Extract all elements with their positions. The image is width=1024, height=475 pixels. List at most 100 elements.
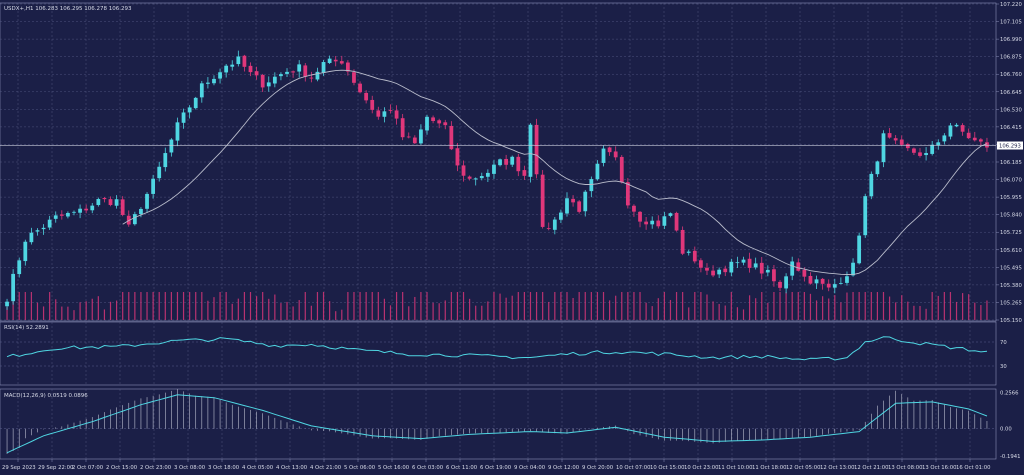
- volume-bar: [402, 292, 404, 320]
- volume-bar: [176, 292, 179, 320]
- volume-bar: [280, 303, 282, 320]
- time-tick-label: 6 Oct 03:00: [412, 465, 444, 471]
- macd-panel[interactable]: MACD(12,26,9) 0.0519 0.0896 0.2566 0.00 …: [0, 388, 1020, 460]
- candle-body: [546, 228, 551, 229]
- candle-body: [790, 261, 795, 276]
- time-tick-label: 12 Oct 13:00: [820, 465, 855, 471]
- candle-body: [272, 76, 277, 84]
- candle-body: [820, 278, 825, 284]
- candle-body: [948, 125, 953, 137]
- candle-body: [443, 122, 448, 126]
- volume-bar: [341, 309, 343, 320]
- volume-bar: [882, 292, 885, 320]
- candle-body: [206, 82, 210, 84]
- volume-bar: [377, 292, 379, 320]
- volume-bar: [694, 292, 696, 320]
- symbol-header: USDX+,H1 106.283 106.295 106.278 106.293: [4, 6, 132, 12]
- volume-bar: [255, 296, 258, 320]
- candle-body: [577, 201, 582, 212]
- volume-bar: [596, 292, 599, 320]
- candle-body: [66, 212, 70, 217]
- volume-bar: [633, 292, 635, 320]
- candle-body: [78, 208, 82, 213]
- moving-average-line: [122, 69, 988, 276]
- candle-body: [516, 156, 521, 172]
- volume-bar: [773, 292, 775, 320]
- volume-bar: [608, 300, 611, 320]
- candle-body: [674, 212, 679, 231]
- price-tick-label: 105.265: [1000, 300, 1022, 306]
- price-panel[interactable]: USDX+,H1 106.283 106.295 106.278 106.293…: [0, 2, 1023, 324]
- volume-bar: [134, 292, 136, 320]
- volume-bar: [627, 292, 629, 320]
- volume-bar: [128, 292, 130, 320]
- time-tick-label: 3 Oct 08:00: [174, 465, 206, 471]
- volume-bar: [864, 292, 866, 320]
- volume-bar: [85, 301, 87, 320]
- candle-body: [559, 212, 563, 220]
- candle-body: [832, 284, 837, 288]
- candle-body: [266, 82, 271, 87]
- volume-bar: [103, 309, 106, 320]
- candle-body: [132, 214, 137, 225]
- candle-body: [857, 235, 862, 264]
- volume-bar: [554, 292, 556, 320]
- candle-body: [662, 216, 667, 226]
- volume-bar: [310, 305, 312, 320]
- macd-histogram: [6, 389, 988, 454]
- candle-body: [534, 124, 539, 175]
- candle-body: [297, 64, 302, 72]
- candle-body: [230, 64, 235, 67]
- volume-bar: [505, 297, 507, 320]
- volume-bar: [688, 307, 690, 320]
- time-tick-label: 16 Oct 01:00: [956, 465, 991, 471]
- volume-bar: [140, 292, 142, 320]
- volume-bar: [189, 292, 191, 320]
- volume-bar: [730, 292, 732, 320]
- volume-bar: [207, 300, 209, 320]
- candle-body: [492, 164, 496, 174]
- volume-bar: [55, 299, 57, 320]
- rsi-tick-70: 70: [1000, 340, 1007, 346]
- volume-bar: [584, 292, 586, 320]
- candle-body: [540, 174, 545, 227]
- rsi-panel[interactable]: RSI(14) 52.2891 70 30: [0, 321, 1007, 386]
- candle-body: [930, 144, 935, 154]
- price-tick-label: 105.150: [1000, 318, 1023, 324]
- volume-bar: [274, 294, 276, 320]
- candle-body: [778, 281, 782, 288]
- candle-body: [339, 61, 344, 64]
- price-tick-label: 105.725: [1000, 230, 1022, 236]
- macd-label: MACD(12,26,9) 0.0519 0.0896: [4, 393, 88, 399]
- volume-bar: [712, 301, 714, 320]
- candle-body: [802, 269, 807, 277]
- volume-bar: [383, 298, 386, 320]
- volume-bar: [968, 294, 970, 320]
- candle-body: [376, 110, 381, 117]
- candle-body: [619, 156, 624, 183]
- candle-body: [5, 301, 9, 307]
- volume-bar: [980, 305, 982, 320]
- candle-body: [498, 159, 502, 166]
- candle-body: [966, 132, 971, 139]
- volume-bar: [736, 307, 739, 320]
- volume-bar: [663, 292, 665, 320]
- candle-body: [881, 133, 886, 163]
- candle-body: [607, 147, 612, 153]
- time-tick-label: 13 Oct 08:00: [888, 465, 923, 471]
- volume-bar: [195, 292, 197, 320]
- volume-bar: [986, 300, 988, 320]
- candle-body: [826, 283, 831, 288]
- volume-bar: [268, 298, 270, 320]
- volume-bar: [335, 311, 337, 320]
- candle-body: [863, 196, 868, 236]
- volume-bar: [73, 310, 75, 320]
- volume-bar: [858, 292, 860, 320]
- volume-bar: [742, 309, 745, 320]
- volume-bar: [974, 302, 976, 320]
- volume-bar: [724, 305, 726, 320]
- candle-body: [814, 279, 819, 284]
- volume-bar: [30, 292, 32, 320]
- candle-body: [613, 151, 618, 158]
